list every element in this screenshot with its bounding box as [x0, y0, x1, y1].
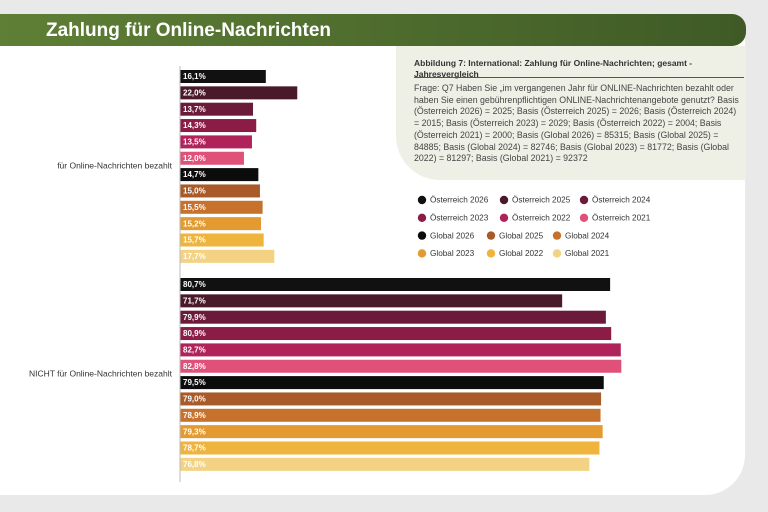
- bar: [180, 408, 601, 422]
- legend-marker: [499, 213, 509, 222]
- header: Zahlung für Online-Nachrichten: [0, 14, 746, 46]
- value-label: 13,5%: [183, 138, 206, 147]
- value-label: 82,7%: [183, 346, 206, 355]
- chart-subtitle: Abbildung 7: International: Zahlung für …: [414, 58, 693, 79]
- legend-label: Österreich 2022: [512, 212, 571, 222]
- value-label: 82,8%: [183, 362, 206, 371]
- value-label: 15,5%: [183, 203, 206, 212]
- bar: [180, 392, 602, 406]
- value-label: 15,0%: [183, 187, 206, 196]
- bar: [180, 294, 563, 308]
- value-label: 16,1%: [183, 72, 206, 81]
- legend-label: Global 2023: [430, 249, 475, 258]
- bar: [180, 184, 260, 198]
- legend-label: Österreich 2026: [430, 195, 489, 205]
- bar: [180, 70, 266, 83]
- legend-marker: [552, 231, 562, 240]
- legend-marker: [486, 231, 496, 240]
- value-label: 17,7%: [183, 252, 206, 261]
- legend-label: Österreich 2024: [592, 195, 651, 205]
- legend-marker: [486, 249, 496, 258]
- legend-label: Global 2026: [430, 231, 475, 240]
- legend-label: Global 2022: [499, 249, 544, 258]
- value-label: 14,7%: [183, 170, 206, 179]
- value-label: 78,9%: [183, 411, 206, 420]
- value-label: 76,8%: [183, 460, 206, 469]
- legend-marker: [499, 195, 509, 205]
- value-label: 79,9%: [183, 313, 206, 322]
- legend-label: Global 2024: [565, 231, 610, 240]
- value-label: 78,7%: [183, 444, 206, 453]
- legend-marker: [552, 249, 562, 258]
- bar: [180, 425, 603, 439]
- chart-note: Frage: Q7 Haben Sie „im vergangenen Jahr…: [414, 83, 739, 164]
- info-box: Abbildung 7: International: Zahlung für …: [396, 46, 746, 180]
- bar: [180, 119, 257, 133]
- value-label: 15,7%: [183, 236, 206, 245]
- value-label: 80,7%: [183, 280, 206, 289]
- bar: [180, 200, 263, 214]
- category-label: NICHT für Online-Nachrichten bezahlt: [29, 368, 173, 378]
- value-label: 79,0%: [183, 395, 206, 404]
- legend-label: Global 2025: [499, 231, 544, 240]
- legend-marker: [579, 213, 589, 222]
- value-label: 80,9%: [183, 329, 206, 338]
- legend-label: Österreich 2023: [430, 212, 489, 222]
- value-label: 71,7%: [183, 296, 206, 305]
- legend-label: Österreich 2025: [512, 195, 571, 205]
- value-label: 79,5%: [183, 378, 206, 387]
- legend-marker: [417, 231, 427, 240]
- value-label: 13,7%: [183, 105, 206, 114]
- legend-marker: [417, 249, 427, 258]
- bar: [180, 359, 622, 373]
- bar: [180, 376, 604, 390]
- bar: [180, 343, 621, 357]
- value-label: 14,3%: [183, 121, 206, 130]
- bar: [180, 310, 606, 324]
- bar: [180, 86, 298, 100]
- legend-label: Global 2021: [565, 249, 610, 258]
- legend-label: Österreich 2021: [592, 212, 651, 222]
- bar: [180, 327, 612, 341]
- bar: [180, 135, 252, 149]
- bar: [180, 278, 611, 291]
- bar: [180, 217, 262, 231]
- bar: [180, 457, 590, 471]
- value-label: 22,0%: [183, 88, 206, 97]
- divider: [414, 77, 744, 78]
- bar: [180, 249, 275, 263]
- legend-marker: [417, 195, 427, 205]
- bar: [180, 233, 264, 247]
- bar: [180, 151, 244, 165]
- bar: [180, 168, 259, 182]
- bar: [180, 441, 600, 455]
- value-label: 79,3%: [183, 427, 206, 436]
- bar: [180, 102, 254, 116]
- legend-marker: [417, 213, 427, 222]
- value-label: 12,0%: [183, 154, 206, 163]
- category-label: für Online-Nachrichten bezahlt: [57, 160, 172, 170]
- chart-title: Zahlung für Online-Nachrichten: [46, 20, 332, 41]
- legend-marker: [579, 195, 589, 205]
- value-label: 15,2%: [183, 219, 206, 228]
